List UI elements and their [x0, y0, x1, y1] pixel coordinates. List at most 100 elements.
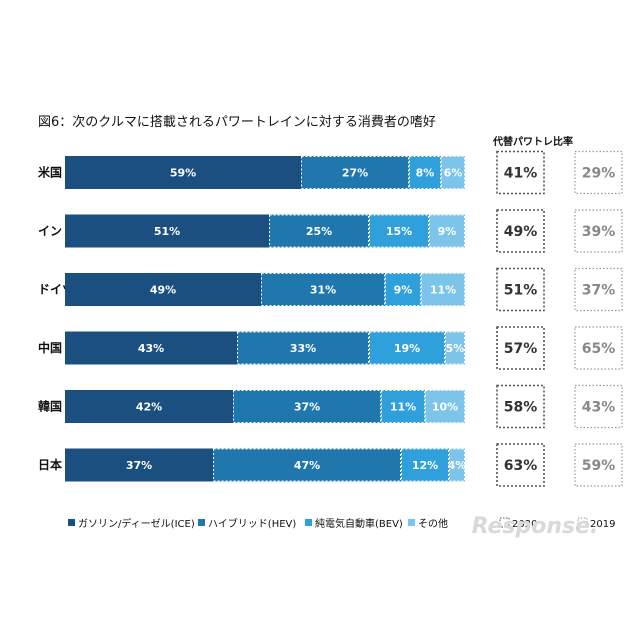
ratio-box-2019 — [574, 267, 623, 312]
segment-dashed-outline — [381, 390, 425, 423]
bar-segment — [65, 448, 213, 482]
bar-segment — [65, 390, 233, 423]
bar-segment — [385, 273, 421, 306]
segment-dashed-outline — [213, 448, 401, 482]
bar-segment — [261, 273, 385, 306]
chart-title: 図6：次のクルマに搭載されるパワートレインに対する消費者の嗜好 — [38, 114, 436, 130]
bar-segment — [65, 156, 301, 189]
data-label: 47% — [294, 459, 320, 472]
data-label: 27% — [342, 167, 368, 180]
ratio-box-2019 — [574, 150, 623, 195]
ratio-value-2020: 41% — [504, 166, 538, 182]
bar-segment — [65, 331, 237, 365]
ratio-box-2019 — [574, 326, 623, 370]
bar-segment — [409, 156, 441, 189]
bar-segment — [381, 390, 425, 423]
segment-dashed-outline — [385, 273, 421, 306]
bar-segment — [449, 448, 465, 482]
legend-swatch — [198, 519, 205, 526]
ratio-value-2019: 65% — [582, 341, 616, 357]
data-label: 33% — [290, 342, 316, 355]
data-label: 12% — [412, 459, 438, 472]
segment-dashed-outline — [301, 156, 409, 189]
segment-dashed-outline — [233, 390, 381, 423]
bar-segment — [441, 156, 465, 189]
ratio-value-2020: 63% — [504, 458, 538, 474]
legend-swatch — [408, 519, 415, 526]
legend-swatch — [305, 519, 312, 526]
data-label: 19% — [394, 342, 420, 355]
segment-dashed-outline — [409, 156, 441, 189]
category-label: 韓国 — [38, 399, 62, 414]
segment-dashed-outline — [261, 273, 385, 306]
bar-segment — [237, 331, 369, 365]
data-label: 6% — [444, 167, 463, 180]
box-legend-label: 2019 — [590, 519, 615, 530]
ratio-box-2020 — [496, 326, 545, 370]
data-label: 51% — [154, 225, 180, 238]
data-label: 31% — [310, 284, 336, 297]
data-label: 11% — [430, 284, 456, 297]
ratio-box-2019 — [574, 209, 623, 253]
ratio-value-2020: 58% — [504, 400, 538, 416]
alt-ratio-header: 代替パワトレ比率 — [492, 135, 573, 148]
ratio-value-2020: 51% — [504, 283, 538, 299]
bar-segment — [369, 331, 445, 365]
data-label: 42% — [136, 401, 162, 414]
ratio-value-2019: 37% — [582, 283, 616, 299]
data-label: 10% — [432, 401, 458, 414]
data-label: 5% — [446, 342, 465, 355]
ratio-value-2019: 59% — [582, 458, 616, 474]
ratio-box-2020 — [496, 267, 545, 312]
category-label: 米国 — [38, 165, 62, 180]
data-label: 9% — [438, 225, 457, 238]
ratio-value-2019: 29% — [582, 166, 616, 182]
box-legend-swatch — [577, 517, 588, 528]
ratio-value-2020: 49% — [504, 224, 538, 240]
legend-label: 純電気自動車(BEV) — [315, 517, 403, 530]
segment-dashed-outline — [369, 331, 445, 365]
bar-segment — [429, 214, 465, 248]
category-label: 日本 — [38, 457, 62, 472]
chart-rows: 米国 59% 27% 8% 6% 41% 29%インド 51% 25% 15% 9% 49% 39%ドイ… — [38, 150, 623, 487]
segment-dashed-outline — [441, 156, 465, 189]
data-label: 9% — [394, 284, 413, 297]
data-label: 25% — [306, 225, 332, 238]
legend: ガソリン/ディーゼル(ICE) ハイブリッド(HEV) 純電気自動車(BEV) その他… — [68, 517, 615, 530]
segment-dashed-outline — [237, 331, 369, 365]
bar-segment — [269, 214, 369, 248]
data-label: 37% — [126, 459, 152, 472]
data-label: 15% — [386, 225, 412, 238]
legend-label: ハイブリッド(HEV) — [208, 517, 296, 530]
watermark: Response. — [472, 514, 599, 539]
segment-dashed-outline — [421, 273, 465, 306]
bar-segment — [301, 156, 409, 189]
bar-segment — [369, 214, 429, 248]
bar-segment — [421, 273, 465, 306]
ratio-box-2020 — [496, 150, 545, 195]
legend-label: ガソリン/ディーゼル(ICE) — [78, 517, 195, 530]
bar-segment — [65, 273, 261, 306]
segment-dashed-outline — [269, 214, 369, 248]
ratio-box-2020 — [496, 209, 545, 253]
data-label: 4% — [448, 459, 467, 472]
segment-dashed-outline — [445, 331, 465, 365]
bar-segment — [213, 448, 401, 482]
data-label: 8% — [416, 167, 435, 180]
segment-dashed-outline — [401, 448, 449, 482]
data-label: 43% — [138, 342, 164, 355]
data-label: 37% — [294, 401, 320, 414]
data-label: 49% — [150, 284, 176, 297]
ratio-value-2019: 39% — [582, 224, 616, 240]
box-legend-swatch — [499, 517, 510, 528]
bar-segment — [425, 390, 465, 423]
legend-swatch — [68, 519, 75, 526]
segment-dashed-outline — [449, 448, 465, 482]
segment-dashed-outline — [369, 214, 429, 248]
bar-segment — [445, 331, 465, 365]
bar-segment — [233, 390, 381, 423]
data-label: 59% — [170, 167, 196, 180]
ratio-value-2020: 57% — [504, 341, 538, 357]
ratio-box-2020 — [496, 384, 545, 429]
